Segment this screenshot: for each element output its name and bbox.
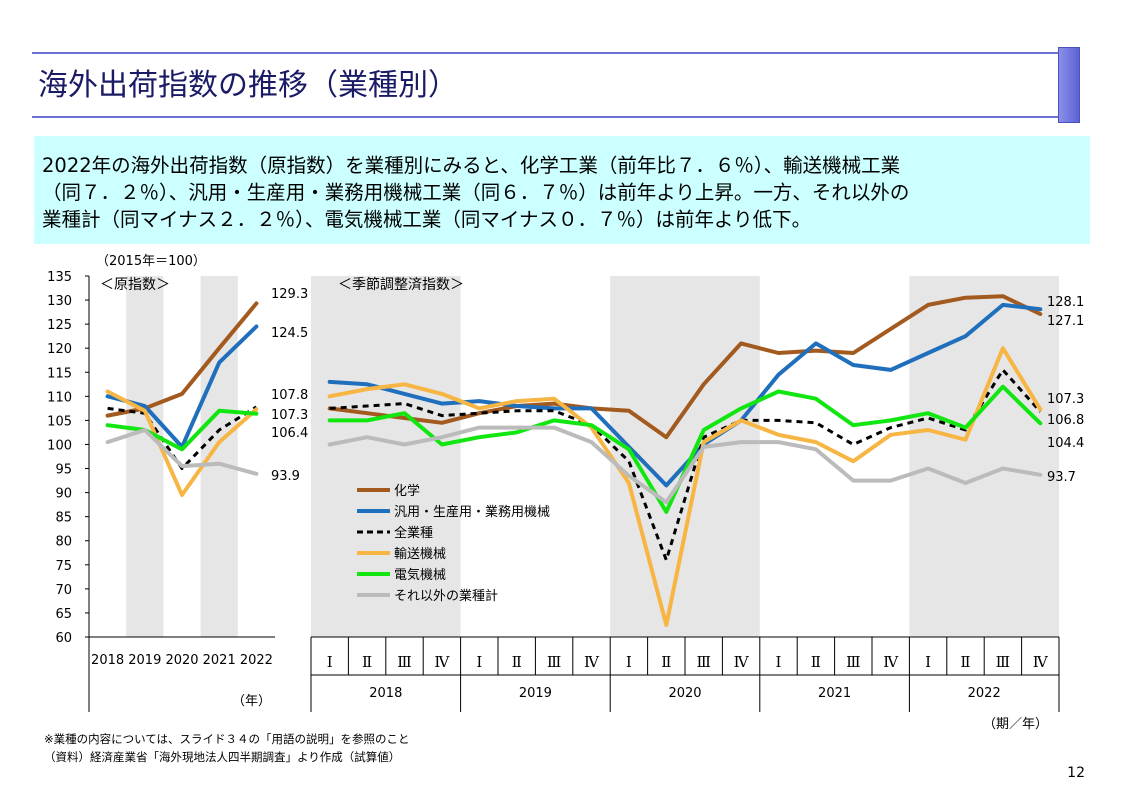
quarter-tick-label: Ⅲ	[397, 653, 411, 671]
annual-x-tick-label: 2018	[91, 653, 124, 668]
y-tick-label: 85	[55, 511, 72, 526]
annual-end-label: 107.8	[271, 388, 308, 403]
annual-x-tick-label: 2021	[203, 653, 236, 668]
quarter-tick-label: Ⅲ	[846, 653, 860, 671]
quarterly-line-other	[327, 425, 1043, 505]
y-tick-label: 135	[47, 270, 72, 285]
quarter-tick-label: Ⅱ	[811, 653, 821, 671]
chart-series	[105, 294, 1043, 627]
year-shade-band	[909, 276, 1059, 637]
quarterly-end-label: 106.8	[1047, 413, 1084, 428]
quarter-tick-label: Ⅲ	[696, 653, 710, 671]
y-tick-label: 100	[47, 438, 72, 453]
annual-x-axis-label: （年）	[232, 694, 271, 709]
y-tick-label: 80	[55, 535, 72, 550]
y-tick-label: 65	[55, 607, 72, 622]
y-tick-label: 130	[47, 294, 72, 309]
quarter-tick-label: Ⅱ	[661, 653, 671, 671]
year-label: 2021	[818, 686, 851, 701]
year-shade-band	[311, 276, 461, 637]
y-tick-label: 70	[55, 583, 72, 598]
annual-line-transport	[105, 389, 259, 497]
quarter-tick-label: Ⅱ	[362, 653, 372, 671]
annual-end-label: 107.3	[271, 408, 308, 423]
quarter-tick-label: Ⅳ	[734, 653, 750, 671]
quarter-tick-label: Ⅳ	[1033, 653, 1049, 671]
summary-line: 2022年の海外出荷指数（原指数）を業種別にみると、化学工業（前年比７．６％）、…	[42, 154, 901, 177]
quarter-tick-label: Ⅰ	[776, 653, 782, 671]
quarterly-line-all	[329, 368, 1042, 562]
quarter-tick-label: Ⅰ	[925, 653, 931, 671]
title-underline-top	[32, 52, 1058, 54]
quarter-tick-label: Ⅳ	[883, 653, 899, 671]
quarterly-x-axis-label: （期／年）	[983, 717, 1048, 732]
quarter-tick-label: Ⅳ	[584, 653, 600, 671]
base-note: （2015年＝100）	[96, 254, 206, 269]
summary-line: （同７．２％）、汎用・生産用・業務用機械工業（同６．７％）は前年より上昇。一方、…	[42, 181, 910, 204]
summary-line: 業種計（同マイナス２．２％）、電気機械工業（同マイナス０．７％）は前年より低下。	[42, 208, 812, 231]
quarter-tick-label: Ⅱ	[512, 653, 522, 671]
quarterly-line-chemical	[327, 294, 1043, 440]
annual-end-label: 129.3	[271, 287, 308, 302]
end-value-labels: 129.3 124.5 107.8 107.3 106.4 93.9 128.1 127.1 1…	[271, 287, 1084, 485]
annual-panel-title: ＜原指数＞	[100, 277, 170, 293]
shaded-year-bands	[126, 276, 1059, 637]
page-number: 12	[1067, 765, 1085, 781]
annual-x-tick-label: 2022	[240, 653, 273, 668]
quarter-tick-label: Ⅳ	[434, 653, 450, 671]
quarterly-end-label: 93.7	[1047, 470, 1076, 485]
annual-x-tick-label: 2019	[128, 653, 161, 668]
y-tick-label: 90	[55, 487, 72, 502]
annual-end-label: 106.4	[271, 426, 308, 441]
annual-end-label: 93.9	[271, 469, 300, 484]
summary-box: 2022年の海外出荷指数（原指数）を業種別にみると、化学工業（前年比７．６％）、…	[34, 136, 1090, 244]
annual-line-all	[107, 405, 258, 470]
annual-line-other	[105, 428, 259, 476]
quarterly-end-label: 127.1	[1047, 314, 1084, 329]
quarterly-line-transport	[327, 346, 1043, 627]
annual-end-label: 124.5	[271, 326, 308, 341]
quarterly-line-electric	[327, 384, 1043, 514]
page-title: 海外出荷指数の推移（業種別）	[38, 68, 458, 103]
legend-label-transport: 輸送機械	[394, 547, 446, 562]
quarterly-line-machinery	[327, 302, 1043, 488]
annual-shade-band	[126, 276, 164, 637]
chart-axes: （2015年＝100） ＜原指数＞ ＜季節調整済指数＞ （年） （期／年） 60…	[47, 254, 1060, 732]
quarterly-panel-title: ＜季節調整済指数＞	[338, 276, 464, 293]
footnote: ※業種の内容については、スライド３４の「用語の説明」を参照のこと	[44, 732, 410, 746]
legend-label-all: 全業種	[394, 525, 433, 541]
y-tick-label: 125	[47, 318, 72, 333]
legend-label-other: それ以外の業種計	[394, 588, 498, 604]
legend-label-machinery: 汎用・生産用・業務用機械	[394, 504, 550, 520]
year-label: 2019	[519, 686, 552, 701]
title-accent-tab	[1058, 47, 1080, 123]
y-tick-label: 105	[47, 414, 72, 429]
legend-label-chemical: 化学	[394, 483, 420, 499]
title-underline-bottom	[32, 116, 1058, 118]
y-tick-label: 75	[55, 559, 72, 574]
legend-label-electric: 電気機械	[394, 567, 446, 583]
y-tick-label: 95	[55, 463, 72, 478]
y-tick-label: 60	[55, 631, 72, 646]
year-label: 2022	[968, 686, 1001, 701]
year-label: 2018	[369, 686, 402, 701]
quarter-tick-label: Ⅲ	[996, 653, 1010, 671]
quarter-tick-label: Ⅲ	[547, 653, 561, 671]
quarter-tick-label: Ⅱ	[960, 653, 970, 671]
y-tick-label: 120	[47, 342, 72, 357]
annual-line-electric	[105, 408, 259, 452]
source-note: （資料）経済産業省「海外現地法人四半期調査」より作成（試算値）	[44, 750, 401, 764]
quarter-tick-label: Ⅰ	[327, 653, 333, 671]
year-label: 2020	[668, 686, 701, 701]
annual-x-tick-label: 2020	[165, 653, 198, 668]
y-tick-label: 110	[47, 390, 72, 405]
y-tick-label: 115	[47, 366, 72, 381]
quarterly-end-label: 107.3	[1047, 392, 1084, 407]
quarter-tick-label: Ⅰ	[626, 653, 632, 671]
quarterly-end-label: 104.4	[1047, 436, 1084, 451]
quarterly-end-label: 128.1	[1047, 295, 1084, 310]
quarter-tick-label: Ⅰ	[476, 653, 482, 671]
